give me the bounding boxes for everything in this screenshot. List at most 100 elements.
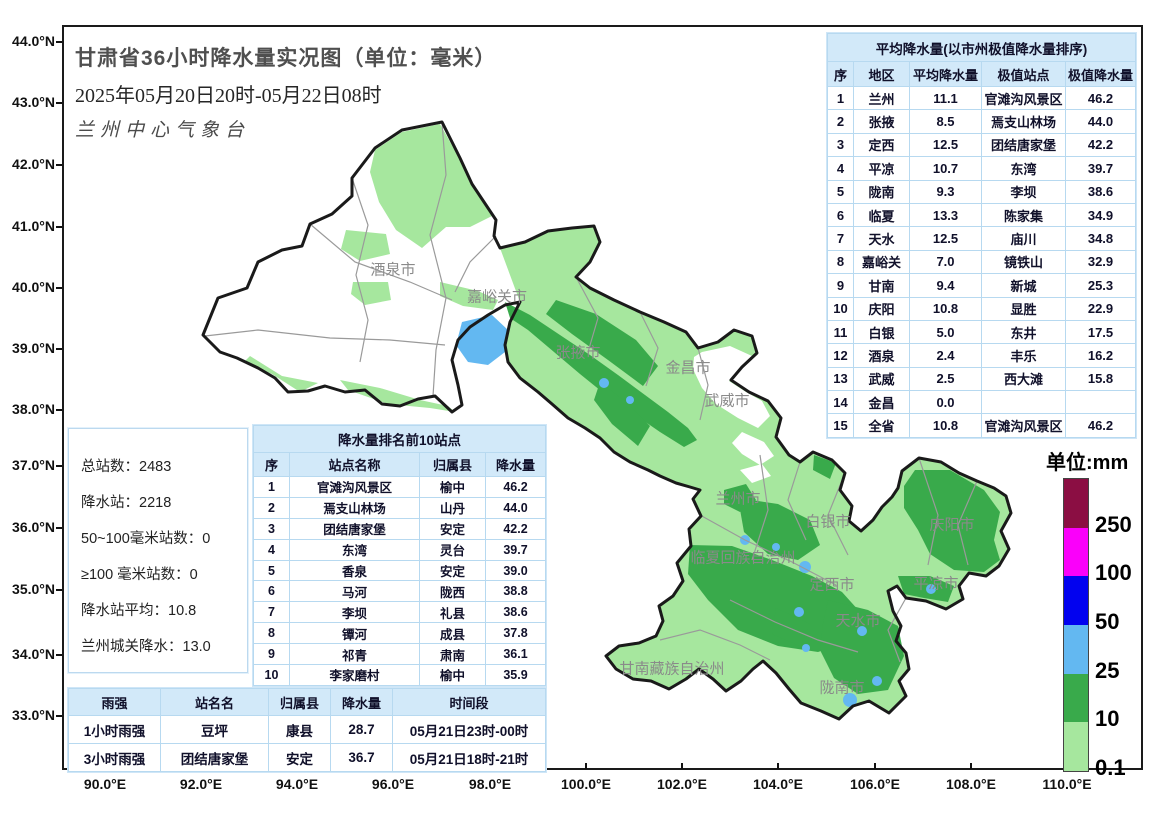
table-cell: 丰乐 (981, 343, 1066, 368)
table-cell: 16.2 (1065, 343, 1136, 368)
table-row: 3 团结唐家堡 安定 42.2 (253, 517, 547, 540)
table-cell: 44.0 (484, 496, 547, 519)
table-cell: 陇西 (419, 580, 486, 603)
table-cell: 46.2 (1065, 413, 1136, 438)
lon-tick-label: 98.0°E (468, 776, 512, 792)
lon-tick-label: 106.0°E (850, 776, 900, 792)
table-cell: 05月21日18时-21时 (392, 743, 546, 772)
lat-tick-label: 44.0°N (12, 33, 55, 49)
legend-label: 10 (1095, 706, 1120, 732)
table-cell: 豆坪 (160, 715, 269, 744)
lat-tick-mark (56, 164, 62, 166)
lon-tick-label: 90.0°E (83, 776, 127, 792)
table-row: 14 金昌 0.0 (827, 390, 1136, 415)
lon-tick-label: 102.0°E (657, 776, 707, 792)
table-row: 3小时雨强 团结唐家堡 安定 36.7 05月21日18时-21时 (68, 743, 546, 772)
table-header-cell: 站名名 (160, 688, 269, 716)
table-cell: 7 (253, 601, 290, 624)
table-cell: 李坝 (981, 179, 1066, 204)
table-cell: 5 (253, 559, 290, 582)
table-cell: 35.9 (484, 664, 547, 686)
table-cell: 9 (253, 643, 290, 666)
avg-precip-table: 平均降水量(以市州极值降水量排序) 序地区 平均降水量 极值站点 极值降水量 1 兰州 11.… (827, 33, 1136, 438)
table-cell: 8.5 (909, 109, 982, 134)
table-cell: 7.0 (909, 249, 982, 275)
table-cell: 15 (827, 413, 854, 438)
table-cell: 9.3 (909, 179, 982, 204)
table-cell: 安定 (419, 559, 486, 582)
table-cell: 6 (253, 580, 290, 603)
city-label: 兰州市 (715, 490, 761, 508)
table-row: 9 祁青 肃南 36.1 (253, 643, 547, 666)
city-label: 金昌市 (665, 359, 711, 377)
rain-intensity-table: 雨强 站名名 归属县 降水量 时间段 1小时雨强 豆坪 康县 28.7 05月21日23时-00时… (68, 688, 546, 772)
table-cell: 10.8 (909, 413, 982, 438)
table-row: 3 定西 12.5 团结唐家堡 42.2 (827, 132, 1136, 158)
table-row: 4 平凉 10.7 东湾 39.7 (827, 156, 1136, 181)
table-cell: 22.9 (1065, 296, 1136, 321)
table-cell: 28.7 (330, 715, 393, 744)
table-cell: 榆中 (419, 476, 486, 498)
page-title: 甘肃省36小时降水量实况图（单位：毫米） (75, 47, 497, 70)
table-cell: 10.8 (909, 296, 982, 321)
table-cell: 1小时雨强 (68, 715, 161, 744)
table-row: 5 陇南 9.3 李坝 38.6 (827, 179, 1136, 204)
table-cell: 官滩沟风景区 (981, 413, 1066, 438)
table-cell: 团结唐家堡 (981, 132, 1066, 158)
table-cell: 14 (827, 390, 854, 415)
city-label: 平凉市 (913, 575, 959, 593)
table-title-row: 降水量排名前10站点 (252, 425, 547, 453)
table-cell: 5 (827, 179, 854, 204)
table-row: 15 全省 10.8 官滩沟风景区 46.2 (827, 413, 1136, 438)
table-cell: 2.4 (909, 343, 982, 368)
lat-tick-label: 35.0°N (12, 581, 55, 597)
lat-tick-mark (56, 715, 62, 717)
table-cell: 37.8 (484, 622, 547, 645)
table-cell: 4 (827, 156, 854, 181)
table-cell: 46.2 (484, 476, 547, 498)
city-label: 武威市 (704, 392, 750, 410)
table-cell: 4 (253, 538, 290, 561)
table-cell (981, 390, 1066, 415)
table-header-cell: 降水量 (484, 452, 547, 477)
table-cell: 安定 (268, 743, 331, 772)
table-cell: 成县 (419, 622, 486, 645)
table-cell: 8 (253, 622, 290, 645)
table-row: 2 焉支山林场 山丹 44.0 (253, 496, 547, 519)
table-header-cell: 极值降水量 (1065, 61, 1136, 87)
table-cell: 3 (827, 132, 854, 158)
table-cell: 8 (827, 249, 854, 275)
city-label: 嘉峪关市 (466, 288, 528, 306)
city-label: 天水市 (835, 612, 881, 630)
table-row: 1小时雨强 豆坪 康县 28.7 05月21日23时-00时 (68, 715, 546, 744)
table-header-cell: 时间段 (392, 688, 546, 716)
lat-tick-mark (56, 287, 62, 289)
table-cell: 金昌 (853, 390, 910, 415)
lat-tick-label: 38.0°N (12, 401, 55, 417)
table-cell (1065, 390, 1136, 415)
table-cell: 嘉峪关 (853, 249, 910, 275)
lon-tick-mark (874, 763, 876, 769)
table-row: 9 甘南 9.4 新城 25.3 (827, 273, 1136, 298)
table-cell: 显胜 (981, 296, 1066, 321)
table-cell: 10 (827, 296, 854, 321)
legend-label: 0.1 (1095, 755, 1126, 780)
lon-tick-label: 108.0°E (946, 776, 996, 792)
table-title-cell: 平均降水量(以市州极值降水量排序) (827, 33, 1136, 62)
table-row: 6 马河 陇西 38.8 (253, 580, 547, 603)
legend-label: 25 (1095, 657, 1120, 683)
table-cell: 3 (253, 517, 290, 540)
table-row: 7 天水 12.5 庙川 34.8 (827, 226, 1136, 251)
city-label: 陇南市 (819, 679, 865, 697)
table-title-row: 平均降水量(以市州极值降水量排序) (827, 33, 1136, 62)
table-header-cell: 地区 (853, 61, 910, 87)
city-label: 张掖市 (555, 344, 601, 362)
table-row: 4 东湾 灵台 39.7 (253, 538, 547, 561)
top10-stations-table: 降水量排名前10站点序站点名称 归属县 降水量 1 官滩沟风景区 榆中 46.2 2 焉支山林场… (252, 425, 547, 686)
legend-band (1064, 576, 1088, 625)
table-cell: 36.7 (330, 743, 393, 772)
lat-tick-label: 43.0°N (12, 94, 55, 110)
lat-tick-mark (56, 226, 62, 228)
lat-tick-label: 40.0°N (12, 279, 55, 295)
table-cell: 马河 (289, 580, 420, 603)
